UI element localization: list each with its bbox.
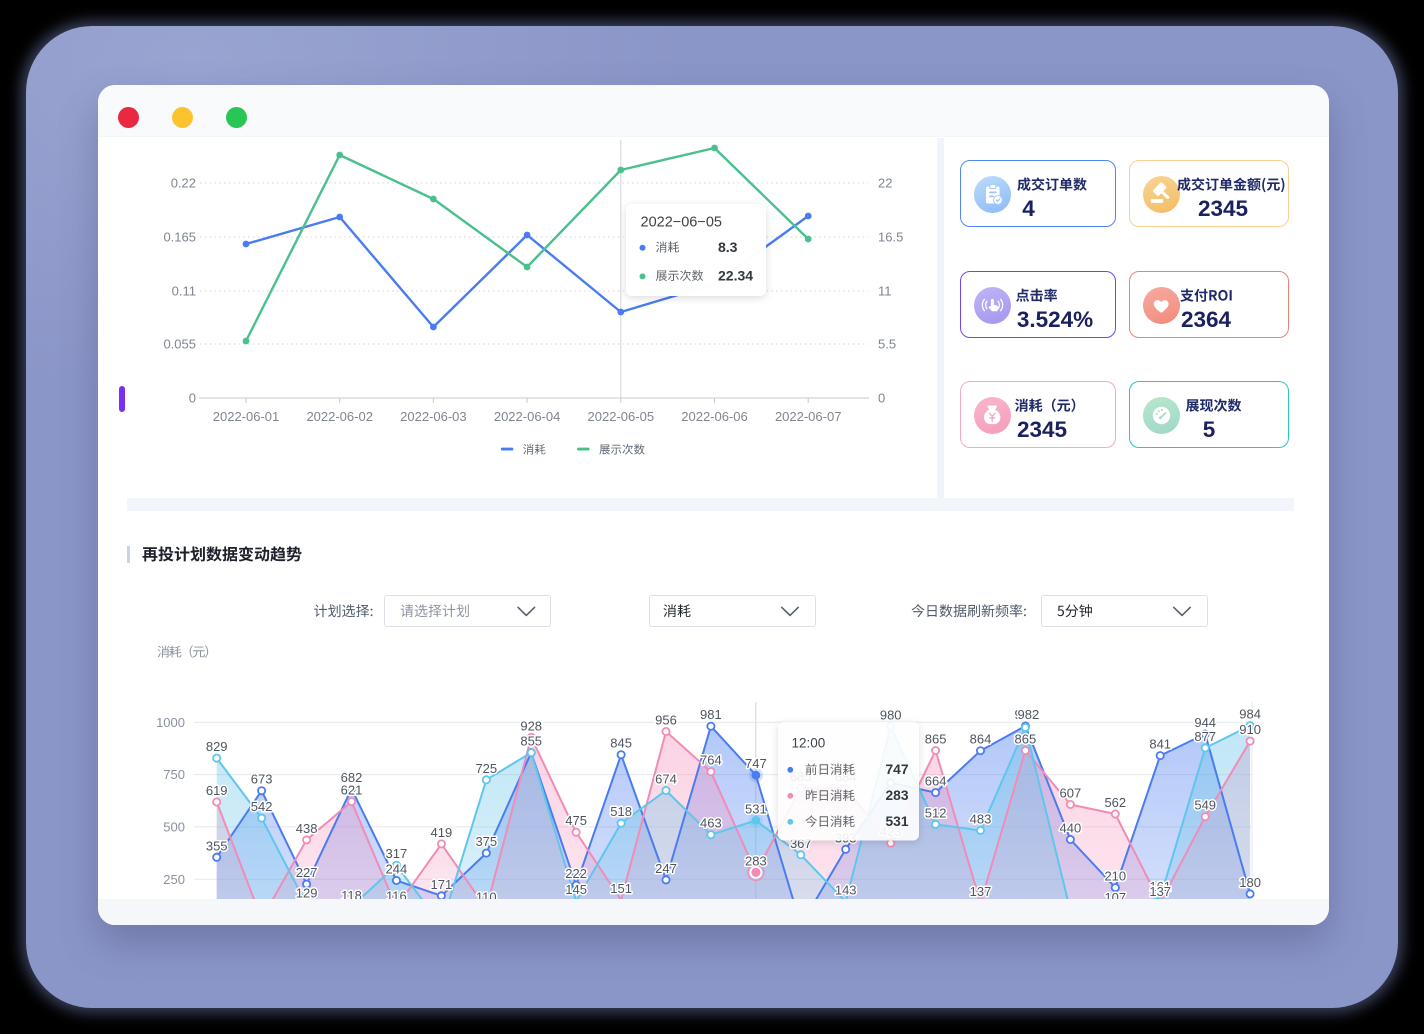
svg-text:419: 419 — [431, 825, 453, 840]
svg-text:137: 137 — [970, 884, 992, 899]
svg-text:438: 438 — [296, 821, 318, 836]
svg-text:841: 841 — [1149, 737, 1171, 752]
svg-text:1000: 1000 — [156, 715, 185, 730]
svg-text:317: 317 — [386, 846, 408, 861]
svg-text:664: 664 — [925, 774, 947, 789]
svg-text:250: 250 — [163, 872, 185, 887]
svg-text:2022-06-03: 2022-06-03 — [400, 409, 467, 424]
svg-text:980: 980 — [880, 708, 902, 723]
svg-text:829: 829 — [206, 739, 228, 754]
svg-text:0.165: 0.165 — [163, 230, 196, 245]
svg-text:542: 542 — [251, 799, 273, 814]
svg-text:0: 0 — [189, 391, 196, 406]
svg-text:116: 116 — [386, 888, 407, 899]
svg-text:375: 375 — [475, 834, 497, 849]
svg-text:227: 227 — [296, 865, 318, 880]
svg-text:956: 956 — [655, 713, 677, 728]
svg-text:483: 483 — [970, 812, 992, 827]
svg-text:129: 129 — [296, 886, 318, 899]
svg-text:621: 621 — [341, 783, 363, 798]
svg-text:247: 247 — [655, 861, 677, 876]
svg-text:244: 244 — [386, 862, 408, 877]
svg-text:161: 161 — [1149, 879, 1171, 894]
svg-text:283: 283 — [886, 788, 909, 803]
svg-text:682: 682 — [341, 770, 363, 785]
svg-text:0.055: 0.055 — [163, 337, 196, 352]
svg-text:118: 118 — [341, 888, 362, 899]
svg-text:984: 984 — [1239, 707, 1261, 722]
svg-text:145: 145 — [565, 882, 587, 897]
svg-text:928: 928 — [520, 718, 542, 733]
svg-text:864: 864 — [970, 732, 992, 747]
svg-text:2022-06-05: 2022-06-05 — [588, 409, 655, 424]
svg-text:11: 11 — [878, 284, 892, 299]
svg-text:8.3: 8.3 — [718, 239, 738, 255]
svg-text:110: 110 — [476, 890, 497, 899]
svg-text:2022−06−05: 2022−06−05 — [641, 215, 722, 231]
svg-text:673: 673 — [251, 772, 273, 787]
svg-text:512: 512 — [925, 805, 947, 820]
svg-text:531: 531 — [745, 801, 767, 816]
svg-text:2022-06-01: 2022-06-01 — [213, 409, 280, 424]
svg-text:22: 22 — [878, 176, 892, 191]
svg-text:107: 107 — [1104, 890, 1126, 899]
svg-text:475: 475 — [565, 813, 587, 828]
svg-text:0.22: 0.22 — [171, 176, 196, 191]
svg-text:171: 171 — [431, 877, 453, 892]
svg-text:22.34: 22.34 — [718, 268, 753, 284]
svg-text:151: 151 — [610, 881, 632, 896]
svg-text:440: 440 — [1060, 821, 1082, 836]
svg-text:16.5: 16.5 — [878, 230, 903, 245]
svg-text:562: 562 — [1104, 795, 1126, 810]
svg-text:725: 725 — [475, 761, 497, 776]
svg-text:531: 531 — [886, 814, 909, 829]
svg-text:674: 674 — [655, 772, 677, 787]
svg-text:865: 865 — [1015, 732, 1037, 747]
svg-text:500: 500 — [163, 819, 185, 834]
svg-text:944: 944 — [1194, 715, 1216, 730]
svg-text:0.11: 0.11 — [172, 284, 196, 299]
svg-text:981: 981 — [700, 707, 722, 722]
svg-text:463: 463 — [700, 816, 722, 831]
svg-text:750: 750 — [163, 767, 185, 782]
svg-text:607: 607 — [1060, 786, 1082, 801]
svg-text:2022-06-04: 2022-06-04 — [494, 409, 561, 424]
svg-text:982: 982 — [1018, 707, 1040, 722]
svg-text:982: 982 — [1015, 707, 1037, 722]
svg-text:619: 619 — [206, 783, 228, 798]
svg-text:2022-06-02: 2022-06-02 — [306, 409, 373, 424]
svg-text:0: 0 — [878, 391, 885, 406]
svg-text:910: 910 — [1239, 722, 1261, 737]
svg-text:137: 137 — [1149, 884, 1171, 899]
svg-text:2022-06-06: 2022-06-06 — [681, 409, 748, 424]
svg-text:845: 845 — [610, 736, 632, 751]
svg-text:283: 283 — [745, 853, 767, 868]
svg-text:855: 855 — [520, 734, 542, 749]
svg-text:747: 747 — [745, 756, 767, 771]
svg-text:865: 865 — [925, 732, 947, 747]
svg-text:549: 549 — [1194, 798, 1216, 813]
svg-text:222: 222 — [565, 866, 587, 881]
svg-text:355: 355 — [206, 838, 228, 853]
svg-text:12:00: 12:00 — [792, 736, 826, 751]
svg-text:518: 518 — [610, 804, 632, 819]
svg-text:747: 747 — [886, 762, 909, 777]
svg-text:2022-06-07: 2022-06-07 — [775, 409, 842, 424]
svg-text:5.5: 5.5 — [878, 337, 896, 352]
svg-text:877: 877 — [1194, 729, 1216, 744]
svg-text:143: 143 — [835, 883, 857, 898]
svg-text:764: 764 — [700, 753, 722, 768]
svg-text:180: 180 — [1239, 875, 1261, 890]
svg-text:210: 210 — [1104, 869, 1126, 884]
